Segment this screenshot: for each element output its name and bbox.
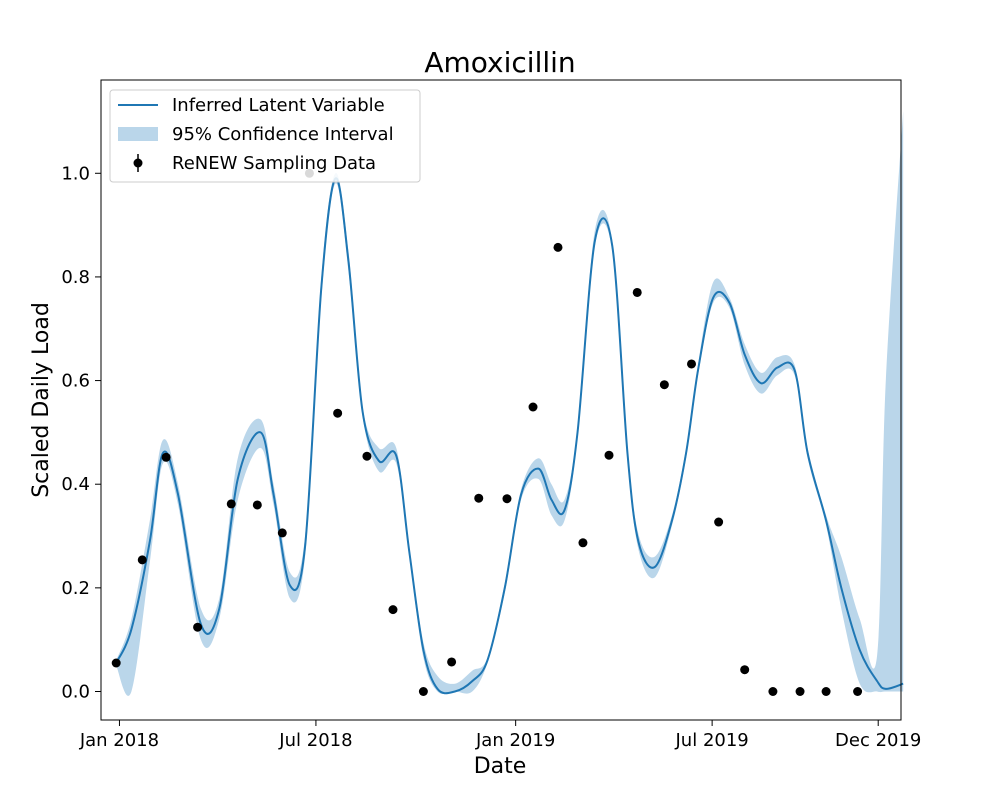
sampling-point — [252, 500, 262, 510]
y-axis-label: Scaled Daily Load — [29, 302, 54, 498]
sampling-point — [137, 555, 147, 565]
y-tick-label: 0.6 — [61, 371, 90, 392]
sampling-point — [632, 287, 642, 297]
sampling-point — [447, 657, 457, 667]
y-tick-label: 0.4 — [61, 474, 90, 495]
sampling-point — [768, 687, 778, 696]
sampling-point — [502, 494, 512, 504]
latent-variable-line — [115, 177, 904, 695]
sampling-points — [111, 168, 863, 696]
x-tick-label: Jul 2018 — [278, 730, 352, 751]
confidence-band — [116, 111, 904, 696]
sampling-point — [604, 450, 614, 460]
legend-box — [109, 89, 421, 183]
y-axis-ticks: 0.0 0.2 0.4 0.6 0.8 1.0 — [61, 163, 101, 702]
sampling-point — [853, 687, 863, 696]
x-tick-label: Jul 2019 — [675, 730, 749, 751]
legend: Inferred Latent Variable 95% Confidence I… — [109, 89, 421, 183]
sampling-point — [795, 687, 805, 696]
sampling-point — [474, 493, 484, 503]
y-tick-label: 1.0 — [61, 163, 90, 184]
y-tick-label: 0.2 — [61, 578, 90, 599]
y-tick-label: 0.0 — [61, 681, 90, 702]
sampling-point — [277, 528, 287, 538]
sampling-point — [659, 380, 669, 390]
sampling-point — [740, 665, 750, 675]
sampling-point — [111, 658, 121, 668]
sampling-point — [528, 402, 538, 412]
sampling-point — [193, 622, 203, 632]
sampling-point — [226, 499, 236, 509]
chart-title: Amoxicillin — [424, 46, 575, 79]
sampling-point — [388, 605, 398, 615]
sampling-point — [362, 451, 372, 461]
plot-area — [100, 79, 904, 721]
legend-band-swatch — [118, 127, 158, 141]
x-axis-ticks: Jan 2018 Jul 2018 Jan 2019 Jul 2019 Dec 2019 — [79, 720, 921, 751]
sampling-point — [333, 408, 343, 418]
plot-frame — [100, 79, 902, 721]
legend-label: ReNEW Sampling Data — [172, 153, 376, 174]
x-tick-label: Dec 2019 — [835, 730, 921, 751]
sampling-point — [578, 538, 588, 548]
legend-label: Inferred Latent Variable — [172, 95, 385, 116]
legend-label: 95% Confidence Interval — [172, 124, 394, 145]
x-axis-label: Date — [474, 754, 527, 779]
sampling-point — [418, 687, 428, 696]
sampling-point — [821, 687, 831, 696]
sampling-point — [553, 242, 563, 252]
sampling-point — [714, 517, 724, 527]
x-tick-label: Jan 2019 — [475, 730, 555, 751]
sampling-point — [687, 359, 696, 369]
x-tick-label: Jan 2018 — [79, 730, 159, 751]
legend-point-swatch — [133, 158, 143, 168]
y-tick-label: 0.8 — [61, 267, 90, 288]
sampling-point — [161, 452, 171, 462]
